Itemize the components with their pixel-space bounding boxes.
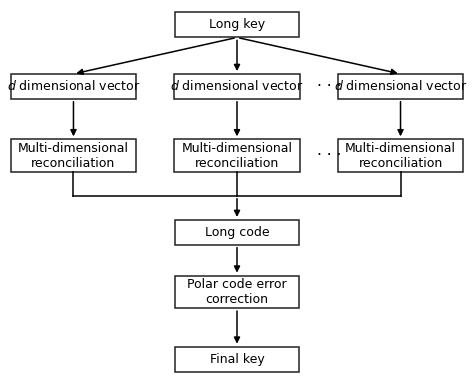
Text: Final key: Final key	[210, 353, 264, 366]
Text: Long key: Long key	[209, 18, 265, 31]
FancyBboxPatch shape	[337, 74, 463, 99]
FancyBboxPatch shape	[337, 139, 463, 172]
FancyBboxPatch shape	[10, 139, 136, 172]
FancyBboxPatch shape	[175, 13, 299, 37]
Text: Multi-dimensional
reconciliation: Multi-dimensional reconciliation	[182, 142, 292, 169]
FancyBboxPatch shape	[174, 74, 300, 99]
Text: · · ·: · · ·	[317, 148, 342, 163]
FancyBboxPatch shape	[175, 276, 299, 308]
FancyBboxPatch shape	[175, 346, 299, 372]
FancyBboxPatch shape	[175, 220, 299, 245]
Text: Multi-dimensional
reconciliation: Multi-dimensional reconciliation	[345, 142, 456, 169]
Text: Polar code error
correction: Polar code error correction	[187, 278, 287, 306]
FancyBboxPatch shape	[10, 74, 136, 99]
Text: $d$ dimensional vector: $d$ dimensional vector	[334, 79, 467, 93]
Text: $d$ dimensional vector: $d$ dimensional vector	[7, 79, 140, 93]
Text: · · ·: · · ·	[317, 79, 342, 94]
Text: Long code: Long code	[205, 226, 269, 239]
Text: Multi-dimensional
reconciliation: Multi-dimensional reconciliation	[18, 142, 129, 169]
FancyBboxPatch shape	[174, 139, 300, 172]
Text: $d$ dimensional vector: $d$ dimensional vector	[170, 79, 304, 93]
